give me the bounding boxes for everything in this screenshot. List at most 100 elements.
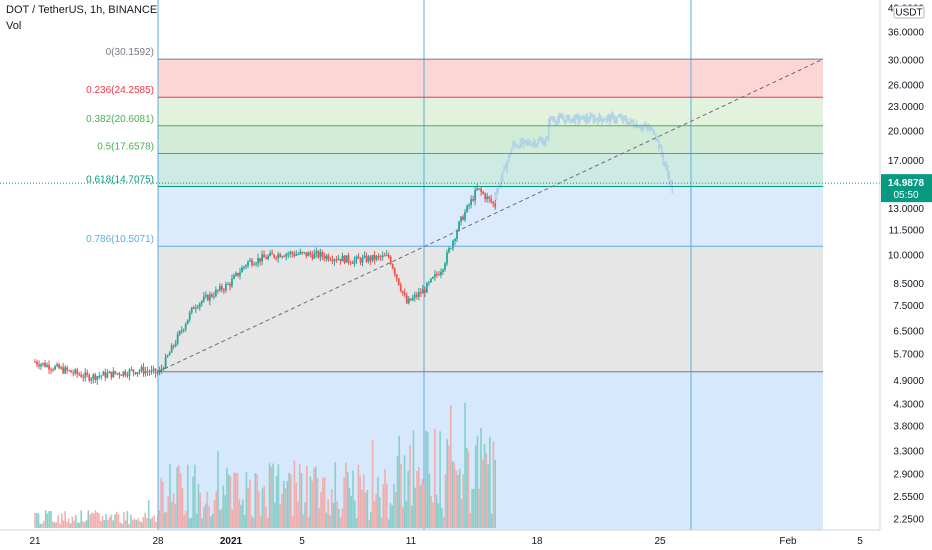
volume-bar <box>338 509 340 528</box>
volume-bar <box>226 467 228 528</box>
candle-body <box>206 294 209 301</box>
volume-bar <box>449 405 452 528</box>
volume-bar <box>126 510 129 528</box>
candle-body <box>229 283 231 287</box>
candle-body <box>464 212 466 220</box>
volume-bar <box>103 520 106 528</box>
volume-bar <box>462 474 465 528</box>
volume-bar <box>481 459 484 528</box>
candle-body <box>90 378 93 381</box>
volume-bar <box>311 480 313 528</box>
volume-bar <box>387 519 390 528</box>
fib-level-label: 0.382(20.6081) <box>86 114 154 125</box>
volume-bar <box>35 512 38 528</box>
candle-body <box>170 345 173 353</box>
currency-box[interactable] <box>893 5 925 19</box>
volume-label[interactable]: Vol <box>6 20 22 32</box>
candle-body <box>68 370 71 372</box>
volume-bar <box>179 473 182 528</box>
candle-body <box>349 261 352 263</box>
symbol-title[interactable]: DOT / TetherUS, 1h, BINANCE <box>6 4 158 16</box>
candle-body <box>365 255 368 262</box>
candle-body <box>214 289 217 297</box>
volume-bar <box>231 509 234 528</box>
candle-body <box>484 193 487 200</box>
volume-bar <box>89 514 91 528</box>
candle-body <box>208 294 211 301</box>
volume-bar <box>304 502 306 528</box>
candle-body <box>401 290 404 293</box>
candle-body <box>134 372 137 375</box>
price-tick: 10.0000 <box>888 251 925 262</box>
candle-body <box>138 370 141 373</box>
volume-bar <box>236 473 239 528</box>
candle-body <box>417 292 420 297</box>
candle-body <box>450 248 452 250</box>
candle-body <box>54 366 56 370</box>
volume-bar <box>190 517 193 528</box>
volume-bar <box>229 476 232 528</box>
candle-body <box>436 274 438 276</box>
volume-bar <box>192 476 194 528</box>
volume-bar <box>171 501 173 528</box>
volume-bar <box>355 518 358 528</box>
volume-bar <box>430 496 433 528</box>
candle-body <box>494 203 497 208</box>
volume-bar <box>437 503 440 528</box>
candle-body <box>78 373 81 375</box>
candle-body <box>474 190 477 201</box>
price-tick: 4.3000 <box>893 399 924 410</box>
volume-bar <box>218 510 221 528</box>
volume-bar <box>272 463 274 528</box>
time-tick: 11 <box>406 536 417 547</box>
volume-bar <box>473 488 475 528</box>
candle-body <box>291 252 294 254</box>
candle-body <box>407 298 410 304</box>
volume-bar <box>275 476 278 528</box>
volume-bar <box>474 445 477 528</box>
volume-bar <box>265 506 267 528</box>
volume-bar <box>101 515 104 528</box>
volume-bar <box>105 514 107 528</box>
volume-bar <box>428 473 431 528</box>
candle-body <box>237 272 239 276</box>
price-axis: 42.000036.000030.000026.000023.000020.00… <box>879 0 932 550</box>
candle-body <box>462 216 464 220</box>
candle-body <box>140 366 143 371</box>
volume-bar <box>261 488 264 528</box>
volume-bar <box>361 489 363 528</box>
volume-bar <box>378 497 381 528</box>
candle-body <box>305 252 308 257</box>
candle-body <box>148 371 151 373</box>
candle-body <box>122 371 125 376</box>
volume-bar <box>254 473 257 528</box>
volume-bar <box>279 504 282 528</box>
volume-bar <box>293 460 296 528</box>
candle-body <box>108 371 111 374</box>
candle-body <box>223 289 225 291</box>
countdown-timer: 05:50 <box>893 190 918 201</box>
candle-body <box>218 286 221 291</box>
vertical-lines <box>157 0 692 530</box>
candle-body <box>399 284 402 291</box>
candle-body <box>182 329 185 331</box>
trend-line[interactable] <box>157 58 824 373</box>
candle-body <box>379 256 382 258</box>
candle-body <box>70 370 73 373</box>
candle-body <box>307 252 310 257</box>
candle-body <box>239 272 241 276</box>
fib-level-label: 0.618(14.7075) <box>86 174 154 185</box>
volume-bar <box>426 431 429 528</box>
candle-body <box>144 370 147 374</box>
candle-body <box>116 373 119 375</box>
volume-bar <box>174 504 177 528</box>
volume-bar <box>238 499 241 528</box>
volume-bar <box>210 516 212 528</box>
candle-body <box>48 364 50 370</box>
price-tick: 6.5000 <box>893 326 924 337</box>
candle-body <box>184 324 187 330</box>
volume-bar <box>350 496 353 528</box>
candle-body <box>460 216 462 222</box>
candle-body <box>62 367 65 374</box>
